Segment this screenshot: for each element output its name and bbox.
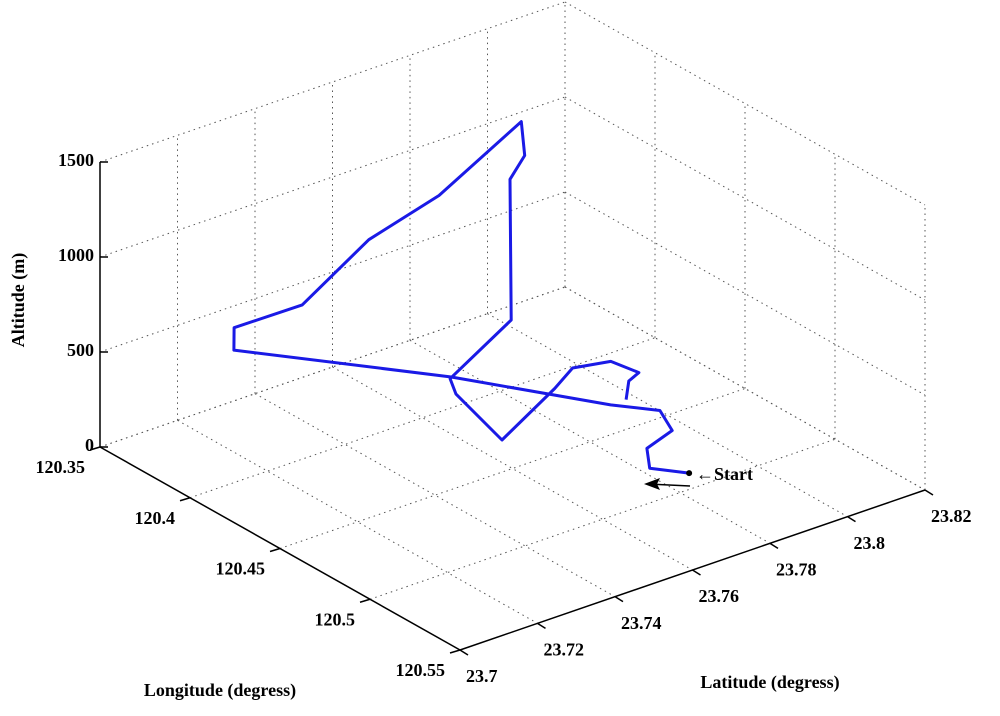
y-tick-label: 23.74 xyxy=(621,613,662,633)
y-tick-label: 23.8 xyxy=(854,533,886,553)
y-tick xyxy=(924,489,934,496)
grid-line xyxy=(332,366,693,571)
y-tick xyxy=(847,516,856,523)
x-tick xyxy=(359,598,371,603)
start-arrowhead xyxy=(644,478,660,490)
y-tick-label: 23.72 xyxy=(544,639,585,659)
x-tick xyxy=(89,446,101,451)
y-axis-label: Latitude (degress) xyxy=(700,672,839,693)
grid-line xyxy=(369,438,836,600)
y-tick xyxy=(459,649,469,656)
axes: 0 500 1000 1500 120.35 120.4 120.45 120.5 120.55… xyxy=(36,150,972,686)
x-tick xyxy=(449,649,461,654)
y-tick-label: 23.7 xyxy=(466,666,498,686)
y-tick-label: 23.78 xyxy=(776,559,817,579)
z-tick-label: 1500 xyxy=(58,150,94,170)
x-tick-label: 120.4 xyxy=(135,508,176,528)
z-tick-label: 0 xyxy=(85,435,94,455)
grid-line xyxy=(487,313,848,518)
plot xyxy=(232,120,693,477)
grid-line xyxy=(279,388,746,549)
trajectory xyxy=(232,120,690,475)
x-tick xyxy=(269,547,281,553)
grid-line xyxy=(564,96,926,301)
grid-line xyxy=(254,393,616,598)
y-tick xyxy=(692,569,701,576)
grid-line xyxy=(189,337,656,499)
y-tick-label: 23.82 xyxy=(931,506,972,526)
grid xyxy=(99,1,926,651)
y-tick xyxy=(614,596,624,603)
start-annotation: ←Start xyxy=(696,464,753,484)
x-tick xyxy=(179,497,191,502)
z-tick-label: 500 xyxy=(67,340,94,360)
x-tick-label: 120.5 xyxy=(315,609,356,629)
start-point xyxy=(686,470,693,477)
y-tick xyxy=(537,622,546,629)
x-tick-label: 120.35 xyxy=(36,457,86,477)
y-tick-label: 23.76 xyxy=(699,586,740,606)
x-axis-label: Longitude (degress) xyxy=(144,680,296,701)
z-axis-label: Altitude (m) xyxy=(8,253,29,347)
grid-line xyxy=(409,339,771,544)
x-tick-label: 120.55 xyxy=(396,660,446,680)
grid-line xyxy=(99,96,566,258)
x-tick-label: 120.45 xyxy=(216,559,266,579)
z-tick-label: 1000 xyxy=(58,245,94,265)
y-tick xyxy=(769,542,779,549)
